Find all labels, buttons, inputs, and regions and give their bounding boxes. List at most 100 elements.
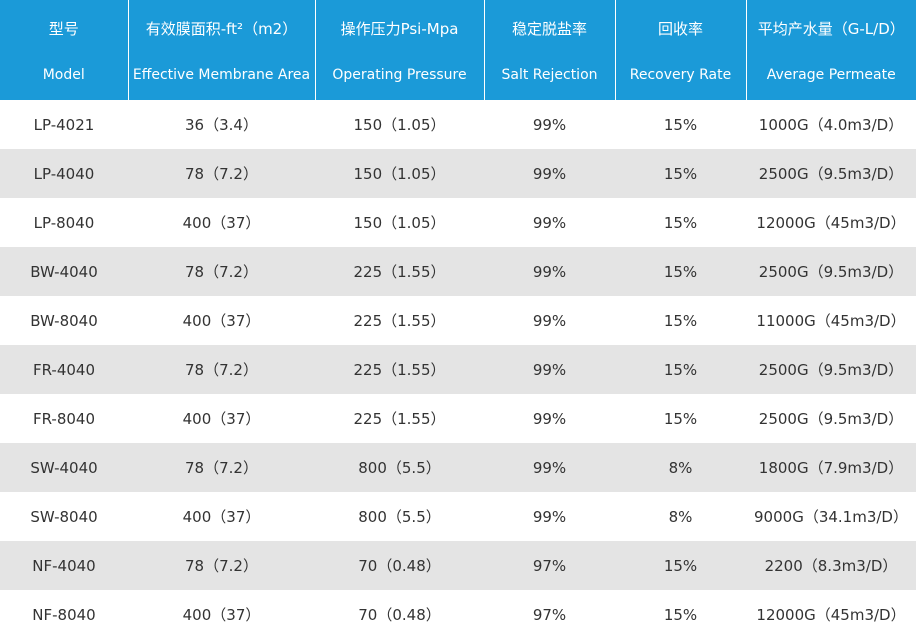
- table-cell: FR-4040: [0, 345, 128, 394]
- header-cell: 操作压力Psi-Mpa Operating Pressure: [314, 0, 484, 100]
- header-en: Model: [42, 66, 85, 83]
- table-cell: NF-4040: [0, 541, 128, 590]
- header-zh: 有效膜面积-ft²（m2）: [145, 19, 298, 38]
- table-cell: 800（5.5）: [358, 508, 441, 526]
- table-cell: 400（37）: [182, 410, 261, 428]
- table-header: 型号 Model 有效膜面积-ft²（m2） Effective Membrane A…: [0, 0, 916, 100]
- table-cell: SW-8040: [30, 507, 98, 526]
- header-cell: 回收率 Recovery Rate: [614, 0, 746, 100]
- table-cell: 8%: [668, 507, 693, 526]
- table-cell: BW-8040: [30, 311, 98, 330]
- table-row: NF-8040 400（37） 70（0.48） 97% 15% 12000G（45m3/…: [0, 590, 916, 639]
- header-cell: 型号 Model: [0, 0, 128, 100]
- header-zh: 平均产水量（G-L/D）: [757, 19, 905, 38]
- table-cell: 225（1.55）: [353, 312, 446, 330]
- table-row: LP-8040 400（37） 150（1.05） 99% 15% 12000G（45m3…: [0, 198, 916, 247]
- table-cell: 150（1.05）: [315, 149, 484, 198]
- table-cell: 400（37）: [182, 606, 261, 624]
- table-cell: 15%: [615, 149, 746, 198]
- table-cell: 12000G（45m3/D）: [756, 214, 906, 232]
- table-cell: 2500G（9.5m3/D）: [758, 410, 904, 428]
- table-cell: SW-4040: [0, 443, 128, 492]
- table-cell: 78（7.2）: [128, 345, 315, 394]
- table-row: FR-4040 78（7.2） 225（1.55） 99% 15% 2500G（9.5m3…: [0, 345, 916, 394]
- table-row: LP-4040 78（7.2） 150（1.05） 99% 15% 2500G（9.5m3…: [0, 149, 916, 198]
- table-cell: 1800G（7.9m3/D）: [746, 443, 916, 492]
- table-cell: 15%: [663, 605, 698, 624]
- table-cell: BW-4040: [0, 247, 128, 296]
- table-cell: 70（0.48）: [358, 606, 441, 624]
- table-cell: 225（1.55）: [315, 247, 484, 296]
- table-cell: 97%: [484, 541, 615, 590]
- header-en: Effective Membrane Area: [132, 66, 311, 83]
- table-cell: 2500G（9.5m3/D）: [746, 345, 916, 394]
- table-cell: 70（0.48）: [315, 541, 484, 590]
- table-cell: 15%: [615, 345, 746, 394]
- table-row: NF-4040 78（7.2） 70（0.48） 97% 15% 2200（8.3m3/D…: [0, 541, 916, 590]
- header-cell: 平均产水量（G-L/D） Average Permeate: [745, 0, 916, 100]
- table-cell: 2500G（9.5m3/D）: [746, 247, 916, 296]
- table-cell: 15%: [615, 247, 746, 296]
- table-cell: 15%: [663, 115, 698, 134]
- table-cell: 11000G（45m3/D）: [756, 312, 906, 330]
- table-cell: 99%: [484, 443, 615, 492]
- table-cell: FR-8040: [32, 409, 96, 428]
- table-cell: 15%: [615, 541, 746, 590]
- table-cell: 2500G（9.5m3/D）: [746, 149, 916, 198]
- header-zh: 型号: [48, 19, 79, 38]
- table-cell: 99%: [532, 311, 567, 330]
- table-body: LP-4021 36（3.4） 150（1.05） 99% 15% 1000G（4.0m3…: [0, 100, 916, 639]
- table-cell: 99%: [484, 345, 615, 394]
- header-zh: 稳定脱盐率: [511, 19, 587, 38]
- table-row: SW-4040 78（7.2） 800（5.5） 99% 8% 1800G（7.9m3/D…: [0, 443, 916, 492]
- table-cell: 78（7.2）: [128, 443, 315, 492]
- table-cell: 78（7.2）: [128, 541, 315, 590]
- table-cell: 78（7.2）: [128, 247, 315, 296]
- table-cell: 36（3.4）: [185, 116, 258, 134]
- table-cell: 800（5.5）: [315, 443, 484, 492]
- header-en: Salt Rejection: [501, 66, 598, 83]
- table-cell: 12000G（45m3/D）: [756, 606, 906, 624]
- table-row: SW-8040 400（37） 800（5.5） 99% 8% 9000G（34.1m3/…: [0, 492, 916, 541]
- header-zh: 回收率: [657, 19, 703, 38]
- table-cell: 400（37）: [182, 312, 261, 330]
- header-en: Average Permeate: [766, 66, 896, 83]
- header-cell: 稳定脱盐率 Salt Rejection: [483, 0, 615, 100]
- table-cell: 400（37）: [182, 508, 261, 526]
- table-cell: 8%: [615, 443, 746, 492]
- table-cell: 99%: [484, 247, 615, 296]
- table-cell: 99%: [532, 409, 567, 428]
- table-cell: 1000G（4.0m3/D）: [758, 116, 904, 134]
- header-zh: 操作压力Psi-Mpa: [340, 19, 459, 38]
- table-cell: 99%: [532, 213, 567, 232]
- table-cell: 2200（8.3m3/D）: [746, 541, 916, 590]
- table-cell: 97%: [532, 605, 567, 624]
- table-cell: LP-8040: [33, 213, 95, 232]
- table-row: FR-8040 400（37） 225（1.55） 99% 15% 2500G（9.5m3…: [0, 394, 916, 443]
- table-cell: 225（1.55）: [353, 410, 446, 428]
- table-cell: NF-8040: [32, 605, 96, 624]
- table-cell: 150（1.05）: [353, 214, 446, 232]
- table-cell: 9000G（34.1m3/D）: [754, 508, 908, 526]
- table-row: LP-4021 36（3.4） 150（1.05） 99% 15% 1000G（4.0m3…: [0, 100, 916, 149]
- header-row: 型号 Model 有效膜面积-ft²（m2） Effective Membrane A…: [0, 0, 916, 100]
- table-cell: 15%: [663, 409, 698, 428]
- header-en: Operating Pressure: [332, 66, 467, 83]
- table-cell: 225（1.55）: [315, 345, 484, 394]
- table-row: BW-8040 400（37） 225（1.55） 99% 15% 11000G（45m3…: [0, 296, 916, 345]
- table-cell: 99%: [532, 507, 567, 526]
- table-cell: 15%: [663, 311, 698, 330]
- table-cell: 99%: [484, 149, 615, 198]
- table-cell: LP-4040: [0, 149, 128, 198]
- table-cell: 400（37）: [182, 214, 261, 232]
- table-cell: 99%: [532, 115, 567, 134]
- table-cell: 15%: [663, 213, 698, 232]
- table-row: BW-4040 78（7.2） 225（1.55） 99% 15% 2500G（9.5m3…: [0, 247, 916, 296]
- table-cell: 150（1.05）: [353, 116, 446, 134]
- table-cell: LP-4021: [33, 115, 95, 134]
- table-cell: 78（7.2）: [128, 149, 315, 198]
- header-en: Recovery Rate: [629, 66, 732, 83]
- header-cell: 有效膜面积-ft²（m2） Effective Membrane Area: [127, 0, 315, 100]
